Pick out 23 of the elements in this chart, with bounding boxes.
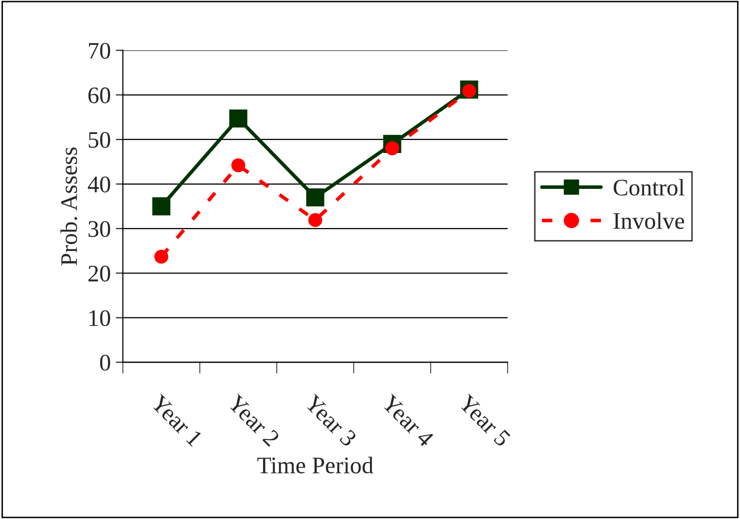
legend-label: Control	[614, 178, 684, 196]
x-tick-label: Year 5	[458, 394, 512, 448]
point	[154, 250, 168, 264]
y-tick-label: 20	[88, 266, 110, 282]
y-tick-label: 60	[88, 87, 110, 104]
y-tick-label: 30	[88, 221, 110, 238]
point	[306, 188, 324, 206]
y-axis-title: Prob. Assess	[60, 147, 78, 266]
point	[231, 158, 246, 172]
x-tick-label: Year 4	[380, 394, 435, 448]
legend-label: Involve	[614, 212, 684, 229]
point	[308, 213, 322, 228]
y-tick-label: 0	[100, 354, 110, 371]
point	[152, 197, 170, 216]
y-tick-label: 50	[88, 132, 110, 148]
x-tick-label: Year 2	[226, 394, 280, 447]
x-tick-label: Year 1	[150, 394, 204, 447]
y-tick-label: 40	[88, 176, 110, 192]
point	[229, 109, 248, 128]
y-tick-label: 70	[88, 42, 110, 59]
y-tick-label: 10	[90, 310, 110, 326]
x-tick-label: Year 3	[304, 394, 358, 448]
x-axis-title: Time Period	[257, 456, 374, 474]
